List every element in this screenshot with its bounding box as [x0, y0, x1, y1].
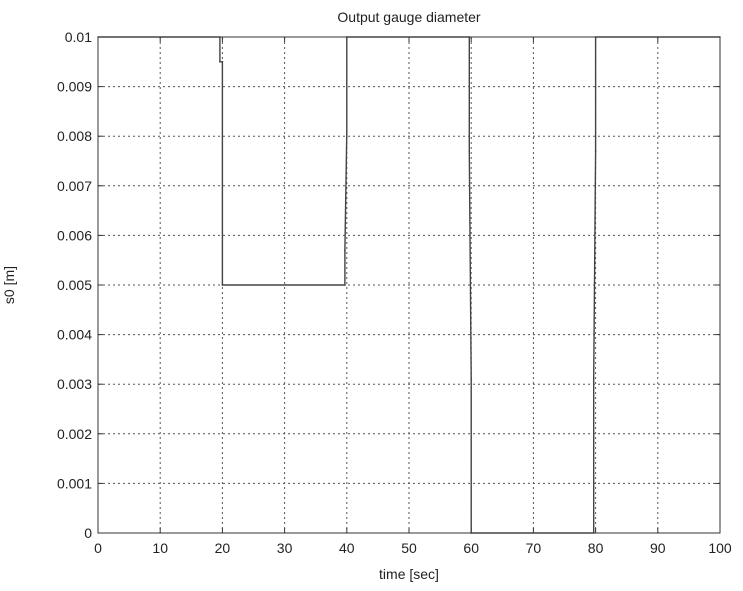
y-tick-label: 0.009 [57, 79, 92, 95]
y-tick-label: 0 [84, 525, 92, 541]
y-axis-label: s0 [m] [1, 266, 17, 304]
data-point [468, 36, 471, 38]
x-tick-label: 60 [463, 540, 479, 556]
data-point [468, 150, 471, 152]
data-point [470, 378, 473, 381]
data-point [344, 249, 346, 252]
y-tick-label: 0.007 [57, 178, 92, 194]
data-point [221, 284, 224, 286]
y-tick-label: 0.002 [57, 426, 92, 442]
x-tick-label: 0 [94, 540, 102, 556]
data-point [219, 36, 221, 38]
x-tick-label: 50 [401, 540, 417, 556]
x-tick-label: 20 [215, 540, 231, 556]
data-point [219, 61, 221, 63]
y-tick-label: 0.004 [57, 327, 92, 343]
x-tick-label: 40 [339, 540, 355, 556]
data-point [592, 378, 595, 381]
y-tick-label: 0.006 [57, 227, 92, 243]
data-point [221, 61, 224, 63]
data-point [594, 36, 597, 38]
x-tick-label: 70 [526, 540, 542, 556]
data-point [346, 36, 348, 38]
data-point [344, 284, 346, 286]
y-tick-label: 0.005 [57, 277, 92, 293]
data-point [470, 532, 473, 534]
y-tick-label: 0.01 [65, 29, 92, 45]
x-tick-label: 80 [588, 540, 604, 556]
data-point [719, 36, 721, 38]
x-tick-label: 30 [277, 540, 293, 556]
data-point [594, 150, 597, 152]
data-point [592, 532, 595, 534]
x-tick-label: 100 [708, 540, 732, 556]
y-tick-label: 0.008 [57, 128, 92, 144]
x-axis-label: time [sec] [379, 566, 439, 582]
x-tick-label: 10 [152, 540, 168, 556]
data-point [346, 130, 348, 133]
chart-title: Output gauge diameter [337, 9, 481, 25]
data-point [97, 36, 99, 38]
x-tick-label: 90 [650, 540, 666, 556]
y-tick-label: 0.001 [57, 475, 92, 491]
y-tick-label: 0.003 [57, 376, 92, 392]
